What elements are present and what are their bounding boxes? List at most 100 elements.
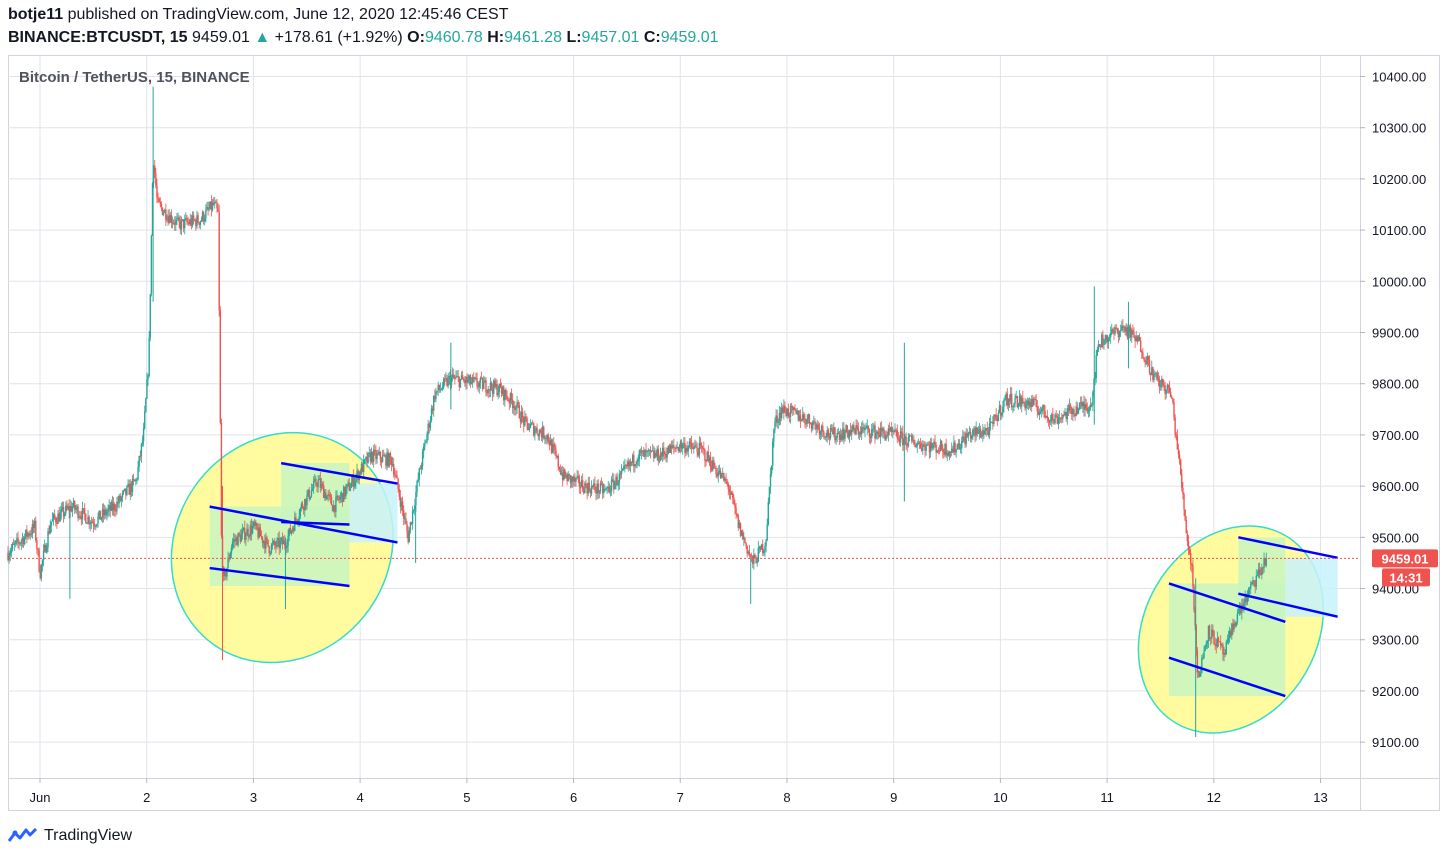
candle-body [377, 453, 379, 455]
candle-body [885, 435, 887, 440]
candle-body [418, 468, 420, 480]
candle-body [386, 452, 388, 466]
candle-body [261, 536, 264, 543]
candle-body [15, 540, 17, 544]
candle-body [1024, 401, 1026, 409]
candle-body [879, 427, 882, 438]
candle-body [321, 484, 324, 486]
candle-body [466, 376, 468, 383]
candle-body [828, 436, 831, 439]
candle-body [52, 514, 55, 519]
candle-body [583, 489, 585, 494]
candle-body [181, 219, 184, 221]
candle-body [1255, 575, 1257, 587]
candle-body [679, 441, 682, 448]
candle-body [125, 488, 127, 495]
candle-body [380, 459, 383, 463]
channel-line [280, 461, 398, 485]
candle-body [515, 407, 517, 410]
candle-body [351, 475, 354, 483]
candle-body [1063, 414, 1065, 416]
time-axis[interactable]: Jun 2 3 4 5 6 7 8 9 10 11 12 13 [30, 778, 1328, 805]
candle-body [1096, 349, 1099, 356]
publisher-name[interactable]: botje11 [8, 6, 64, 23]
candle-body [776, 415, 778, 423]
candle-body [900, 431, 903, 433]
candle-body [1123, 327, 1125, 329]
candle-body [1134, 337, 1136, 341]
x-tick-label: 13 [1313, 790, 1327, 805]
candle-body [368, 452, 370, 454]
candle-body [151, 183, 154, 236]
candle-body [525, 416, 527, 419]
candle-body [792, 406, 794, 411]
candle-body [254, 521, 256, 526]
candle-body [406, 523, 408, 532]
candle-body [114, 503, 116, 511]
candle-body [540, 432, 543, 438]
candle-body [439, 389, 442, 391]
candle-body [1138, 336, 1141, 341]
candle-body [1119, 330, 1122, 332]
candle-body [102, 509, 105, 516]
candle-body [1149, 372, 1152, 375]
candle-body [1114, 327, 1116, 334]
candle-body [675, 448, 677, 450]
candle-body [121, 492, 124, 498]
candle-body [1083, 402, 1085, 410]
candle-body [1018, 395, 1021, 405]
candle-body [389, 453, 392, 459]
symbol-info: BINANCE:BTCUSDT, 15 9459.01 ▲ +178.61 (+… [8, 29, 719, 47]
candle-body [614, 483, 616, 489]
tradingview-logo[interactable]: TradingView [8, 825, 132, 847]
candle-body [179, 221, 181, 230]
candle-body [372, 449, 375, 462]
up-triangle-icon: ▲ [254, 29, 271, 46]
candle-body [433, 396, 435, 411]
candle-body [1002, 406, 1004, 413]
candle-body [268, 546, 270, 554]
y-tick-label: 9300.00 [1372, 633, 1419, 648]
candle-body [971, 435, 973, 439]
candle-body [795, 410, 797, 414]
candle-body [919, 443, 922, 448]
candle-body [670, 445, 673, 448]
candle-body [798, 415, 801, 421]
candle-body [278, 538, 280, 549]
candle-body [557, 456, 559, 467]
candle-body [1169, 392, 1172, 398]
candle-body [909, 435, 912, 437]
candle-body [1105, 335, 1107, 340]
y-tick-label: 9900.00 [1372, 326, 1419, 341]
candle-body [674, 447, 676, 449]
candle-body [598, 491, 601, 494]
candle-body [913, 439, 915, 445]
candle-body [865, 427, 867, 429]
candle-body [1184, 509, 1186, 520]
candle-body [205, 209, 207, 219]
candle-body [1238, 605, 1241, 612]
candle-body [22, 538, 25, 545]
candle-body [344, 486, 346, 497]
candle-body [1207, 625, 1210, 642]
candle-body [722, 473, 724, 475]
candle-body [726, 481, 728, 484]
candle-body [107, 509, 109, 513]
candle-body [1245, 594, 1247, 603]
candle-body [1116, 328, 1119, 333]
candle-body [716, 474, 718, 477]
candle-body [559, 469, 562, 475]
candle-body [469, 375, 472, 384]
candle-body [477, 385, 479, 388]
price-axis[interactable]: 9100.009200.009300.009400.009500.009600.… [1360, 69, 1426, 750]
candle-body [906, 445, 908, 447]
candle-body [1227, 638, 1230, 642]
candle-body [517, 402, 519, 405]
candle-body [169, 214, 171, 223]
candle-body [255, 523, 257, 526]
candle-body [305, 499, 307, 506]
candle-body [682, 445, 684, 449]
candle-body [375, 450, 377, 460]
candle-body [534, 430, 536, 436]
